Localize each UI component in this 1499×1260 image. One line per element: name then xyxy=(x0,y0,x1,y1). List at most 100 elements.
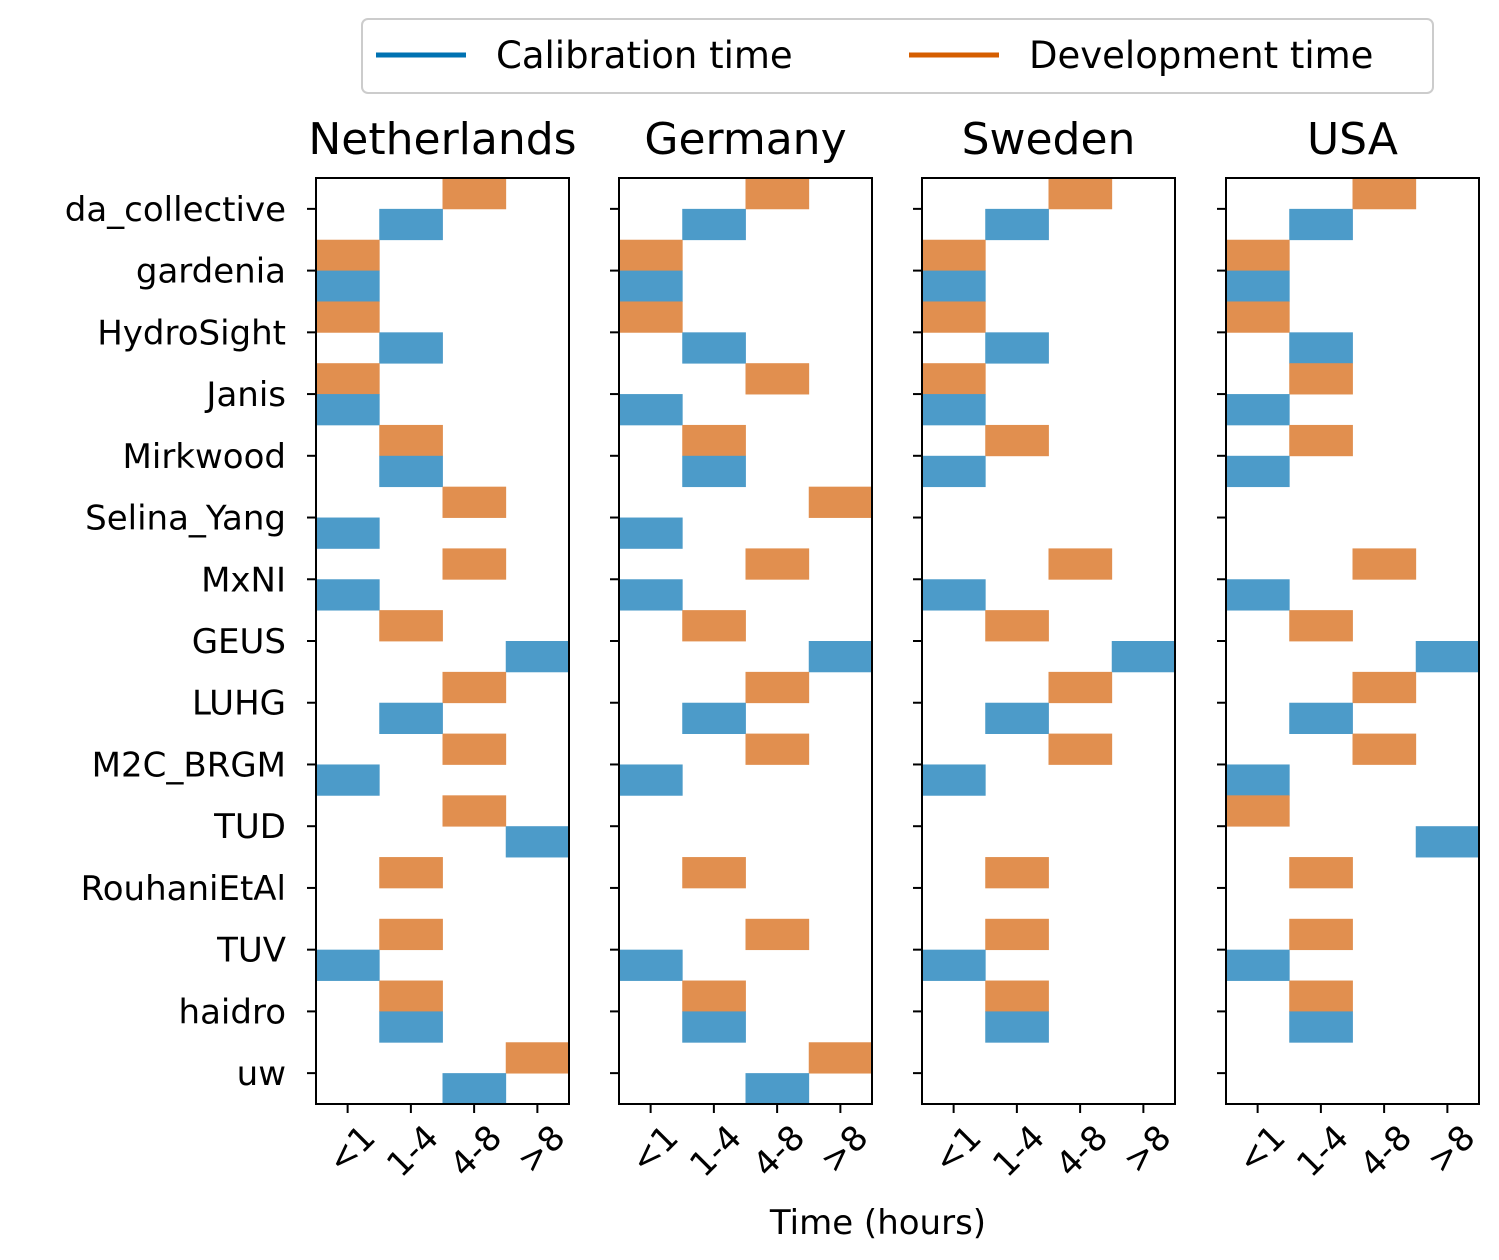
cell-netherlands-geus-development xyxy=(379,610,443,642)
cell-netherlands-uw-development xyxy=(505,1042,570,1074)
cell-germany-gardenia-calibration xyxy=(619,270,683,302)
cell-netherlands-selina-yang-calibration xyxy=(316,517,380,549)
cell-germany-mxni-development xyxy=(745,548,810,580)
cell-germany-da-collective-development xyxy=(745,178,810,210)
panel-title-germany: Germany xyxy=(644,114,846,165)
panel-netherlands: Netherlands <11-44-8 >8 xyxy=(307,114,577,1185)
x-tick-label-germany-0: <1 xyxy=(623,1118,687,1182)
legend-label-development: Development time xyxy=(1029,34,1373,77)
cell-netherlands-gardenia-development xyxy=(316,239,380,271)
cell-usa-rouhanietal-development xyxy=(1289,857,1353,889)
cell-sweden-geus-calibration xyxy=(1111,641,1176,673)
cell-usa-mxni-calibration xyxy=(1226,579,1290,611)
cell-germany-mirkwood-calibration xyxy=(682,455,746,488)
x-tick-label-netherlands-0: <1 xyxy=(320,1118,384,1182)
cell-netherlands-haidro-calibration xyxy=(379,1011,443,1043)
cell-germany-haidro-development xyxy=(682,980,746,1012)
cell-germany-haidro-calibration xyxy=(682,1011,746,1043)
y-axis: da_collective gardenia HydroSight Janis Mirk… xyxy=(65,190,286,1094)
x-tick-label-usa-3: >8 xyxy=(1420,1118,1484,1182)
cell-germany-janis-calibration xyxy=(619,394,683,426)
cell-germany-m2c-brgm-calibration xyxy=(619,764,683,796)
cell-germany-uw-calibration xyxy=(745,1073,810,1105)
y-tick-label-tuv: TUV xyxy=(216,931,286,971)
cell-usa-tuv-development xyxy=(1289,918,1353,951)
cell-sweden-mxni-development xyxy=(1048,548,1113,580)
cell-usa-mirkwood-development xyxy=(1289,424,1353,457)
cell-germany-uw-development xyxy=(808,1042,873,1074)
cell-germany-m2c-brgm-development xyxy=(745,733,810,765)
cell-sweden-janis-calibration xyxy=(922,394,986,426)
y-tick-label-hydrosight: HydroSight xyxy=(97,313,286,353)
cell-usa-janis-development xyxy=(1289,363,1353,395)
panel-germany: Germany <11-44-8 >8 xyxy=(610,114,876,1185)
y-tick-label-haidro: haidro xyxy=(179,992,286,1032)
cell-netherlands-luhg-calibration xyxy=(379,702,443,734)
cell-germany-rouhanietal-development xyxy=(682,857,746,889)
cell-netherlands-tuv-calibration xyxy=(316,949,380,981)
cell-usa-mirkwood-calibration xyxy=(1226,455,1290,488)
cell-sweden-tuv-calibration xyxy=(922,949,986,981)
x-tick-label-germany-1: 1-4 xyxy=(682,1118,750,1186)
panel-title-sweden: Sweden xyxy=(962,114,1136,165)
y-tick-label-rouhanietal: RouhaniEtAl xyxy=(81,869,286,909)
cell-germany-geus-development xyxy=(682,610,746,642)
cell-germany-hydrosight-development xyxy=(619,301,683,333)
cell-netherlands-mxni-calibration xyxy=(316,579,380,611)
cell-netherlands-tuv-development xyxy=(379,918,443,951)
cell-germany-selina-yang-calibration xyxy=(619,517,683,549)
cell-usa-da-collective-calibration xyxy=(1289,208,1353,241)
cell-usa-m2c-brgm-calibration xyxy=(1226,764,1290,796)
cell-usa-m2c-brgm-development xyxy=(1352,733,1417,765)
cell-germany-hydrosight-calibration xyxy=(682,332,746,364)
cell-netherlands-tud-calibration xyxy=(505,826,570,858)
cells-sweden xyxy=(922,178,1176,1043)
cell-germany-tuv-calibration xyxy=(619,949,683,981)
cell-sweden-luhg-development xyxy=(1048,671,1113,704)
y-tick-label-mirkwood: Mirkwood xyxy=(123,437,286,477)
cell-germany-tuv-development xyxy=(745,918,810,951)
cell-usa-tud-development xyxy=(1226,795,1290,827)
cell-usa-luhg-development xyxy=(1352,671,1417,704)
cell-usa-da-collective-development xyxy=(1352,178,1417,210)
legend: Calibration time Development time xyxy=(361,18,1434,94)
cell-sweden-mxni-calibration xyxy=(922,579,986,611)
cell-netherlands-m2c-brgm-calibration xyxy=(316,764,380,796)
cell-usa-gardenia-development xyxy=(1226,239,1290,271)
cell-usa-geus-development xyxy=(1289,610,1353,642)
cell-usa-tuv-calibration xyxy=(1226,949,1290,981)
y-tick-label-selina-yang: Selina_Yang xyxy=(85,499,286,539)
x-tick-label-netherlands-1: 1-4 xyxy=(379,1118,447,1186)
cell-sweden-m2c-brgm-development xyxy=(1048,733,1113,765)
cell-usa-haidro-calibration xyxy=(1289,1011,1353,1043)
cell-germany-gardenia-development xyxy=(619,239,683,271)
cell-sweden-m2c-brgm-calibration xyxy=(922,764,986,796)
cell-netherlands-hydrosight-development xyxy=(316,301,380,333)
panel-sweden: Sweden <11-44-8 >8 xyxy=(913,114,1179,1185)
cell-usa-tud-calibration xyxy=(1415,826,1480,858)
cell-usa-luhg-calibration xyxy=(1289,702,1353,734)
x-tick-label-sweden-0: <1 xyxy=(926,1118,990,1182)
cell-sweden-mirkwood-calibration xyxy=(922,455,986,488)
legend-label-calibration: Calibration time xyxy=(496,34,793,77)
x-tick-label-usa-1: 1-4 xyxy=(1289,1118,1357,1186)
x-tick-label-germany-3: >8 xyxy=(813,1118,877,1182)
cell-netherlands-gardenia-calibration xyxy=(316,270,380,302)
cell-netherlands-janis-development xyxy=(316,363,380,395)
cell-sweden-gardenia-development xyxy=(922,239,986,271)
cell-netherlands-haidro-development xyxy=(379,980,443,1012)
cell-germany-geus-calibration xyxy=(808,641,873,673)
cell-germany-mxni-calibration xyxy=(619,579,683,611)
cells-netherlands xyxy=(316,178,570,1105)
cell-netherlands-m2c-brgm-development xyxy=(442,733,507,765)
y-tick-label-janis: Janis xyxy=(204,375,286,415)
cell-netherlands-geus-calibration xyxy=(505,641,570,673)
y-tick-label-gardenia: gardenia xyxy=(136,252,286,292)
cell-usa-hydrosight-development xyxy=(1226,301,1290,333)
cell-usa-gardenia-calibration xyxy=(1226,270,1290,302)
x-tick-label-netherlands-3: >8 xyxy=(510,1118,574,1182)
cell-netherlands-tud-development xyxy=(442,795,507,827)
cell-netherlands-da-collective-development xyxy=(442,178,507,210)
